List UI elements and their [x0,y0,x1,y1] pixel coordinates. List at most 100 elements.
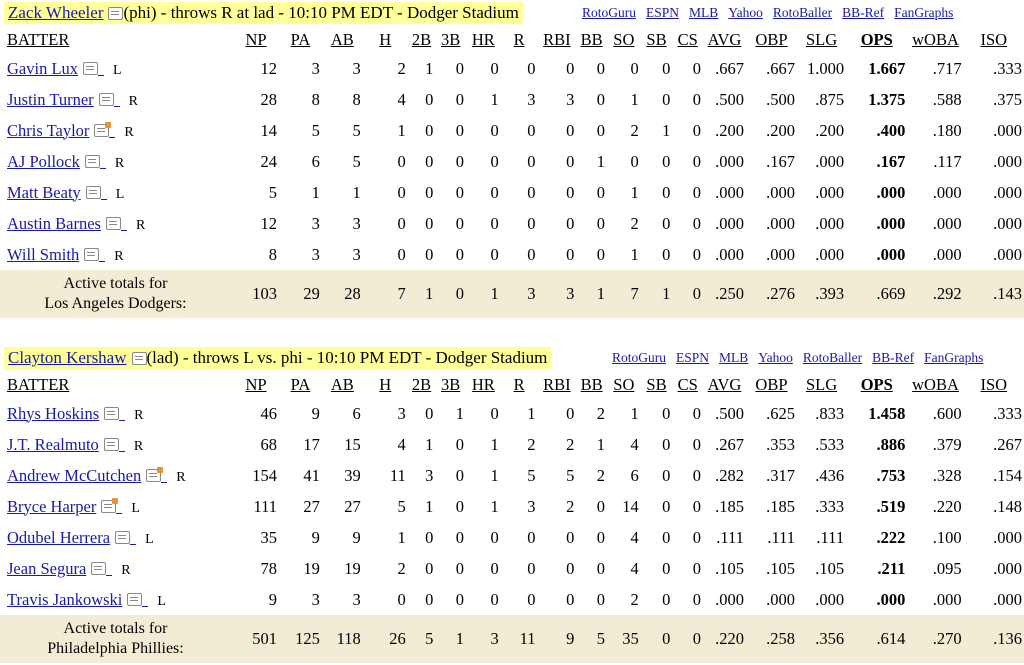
column-header-avg[interactable]: AVG [707,374,742,394]
column-header-woba[interactable]: wOBA [912,374,959,394]
stat-3b: 0 [455,558,464,578]
column-header-np[interactable]: NP [245,29,267,49]
column-header-ab[interactable]: AB [330,29,354,49]
batter-name-link[interactable]: J.T. Realmuto [7,434,99,454]
column-header-r[interactable]: R [513,374,525,394]
stat-h: 1 [397,120,406,140]
link-yahoo[interactable]: Yahoo [728,5,763,20]
total-pa: 29 [278,270,322,318]
batter-name-link[interactable]: Odubel Herrera [7,527,111,547]
link-fangraphs[interactable]: FanGraphs [894,5,954,20]
column-header-2b[interactable]: 2B [411,374,432,394]
link-mlb[interactable]: MLB [689,5,719,20]
column-header-3b[interactable]: 3B [441,374,461,394]
stat-3b: 0 [455,496,464,516]
column-header-so[interactable]: SO [613,29,635,49]
column-header-r[interactable]: R [513,29,525,49]
batter-name-link[interactable]: Gavin Lux [7,58,79,78]
notes-icon[interactable] [103,438,119,452]
notes-new-icon[interactable] [146,467,164,483]
column-header-ab[interactable]: AB [330,374,354,394]
pitcher-name-link[interactable]: Clayton Kershaw [8,348,127,367]
column-header-pa[interactable]: PA [290,29,311,49]
column-header-rbi[interactable]: RBI [543,29,571,49]
stat-bb: 0 [596,58,605,78]
link-bbref[interactable]: BB-Ref [872,350,915,365]
link-espn[interactable]: ESPN [646,5,680,20]
column-header-3b[interactable]: 3B [441,29,461,49]
pitcher-name-link[interactable]: Zack Wheeler [8,3,104,22]
link-bbref[interactable]: BB-Ref [842,5,885,20]
link-yahoo[interactable]: Yahoo [758,350,793,365]
notes-icon[interactable] [104,407,120,421]
column-header-obp[interactable]: OBP [755,374,788,394]
notes-icon[interactable] [84,155,100,169]
column-header-h[interactable]: H [379,29,392,49]
stat-ops: .222 [876,527,906,547]
notes-icon[interactable] [115,531,131,545]
column-header-hr[interactable]: HR [471,374,495,394]
stat-np: 12 [260,213,277,233]
column-header-iso[interactable]: ISO [980,374,1008,394]
batter-name-link[interactable]: Bryce Harper [7,496,97,516]
column-header-slg[interactable]: SLG [805,374,838,394]
notes-icon[interactable] [84,248,100,262]
notes-icon[interactable] [85,186,101,200]
notes-icon[interactable] [131,351,147,365]
column-header-2b[interactable]: 2B [411,29,432,49]
batter-name-link[interactable]: Andrew McCutchen [7,465,142,485]
column-header-avg[interactable]: AVG [707,29,742,49]
column-header-hr[interactable]: HR [471,29,495,49]
column-header-batter[interactable]: BATTER [7,374,70,394]
column-header-slg[interactable]: SLG [805,29,838,49]
notes-icon[interactable] [83,62,99,76]
column-header-so[interactable]: SO [613,374,635,394]
link-mlb[interactable]: MLB [719,350,749,365]
batter-name-link[interactable]: Rhys Hoskins [7,403,100,423]
notes-new-icon[interactable] [94,122,112,138]
column-header-cs[interactable]: CS [677,374,698,394]
column-header-h[interactable]: H [379,374,392,394]
batter-name-link[interactable]: Chris Taylor [7,120,90,140]
batter-name-link[interactable]: Justin Turner [7,89,94,109]
column-header-iso[interactable]: ISO [980,29,1008,49]
column-header-ops[interactable]: OPS [860,29,893,49]
column-header-obp[interactable]: OBP [755,29,788,49]
link-fangraphs[interactable]: FanGraphs [924,350,984,365]
notes-icon[interactable] [127,593,143,607]
batter-name-link[interactable]: Jean Segura [7,558,87,578]
column-header-bb[interactable]: BB [580,29,603,49]
column-header-woba[interactable]: wOBA [912,29,959,49]
column-header-cs[interactable]: CS [677,29,698,49]
link-rotoguru[interactable]: RotoGuru [582,5,636,20]
link-rotoballer[interactable]: RotoBaller [802,350,863,365]
column-header-sb[interactable]: SB [646,374,667,394]
notes-icon[interactable] [98,93,114,107]
batter-name-link[interactable]: Austin Barnes [7,213,101,233]
batter-name-link[interactable]: Matt Beaty [7,182,81,202]
column-header-sb[interactable]: SB [646,29,667,49]
batter-name-link[interactable]: Travis Jankowski [7,589,123,609]
column-header-pa[interactable]: PA [290,374,311,394]
batter-name-link[interactable]: Will Smith [7,244,80,264]
notes-new-icon[interactable] [101,498,119,514]
column-header-np[interactable]: NP [245,374,267,394]
notes-icon[interactable] [108,6,124,20]
total-sb: 0 [640,615,673,663]
link-rotoballer[interactable]: RotoBaller [772,5,833,20]
notes-icon[interactable] [91,562,107,576]
link-rotoguru[interactable]: RotoGuru [612,350,666,365]
totals-label: Active totals for Los Angeles Dodgers: [0,270,233,318]
stat-cs: 0 [692,558,702,578]
column-header-rbi[interactable]: RBI [543,374,571,394]
stat-sb: 0 [662,89,671,109]
table-row: Chris Taylor R 14 5 5 1 0 0 0 0 0 0 2 1 0.200.200.200.… [0,115,1024,146]
batter-name-link[interactable]: AJ Pollock [7,151,80,171]
notes-icon[interactable] [105,217,121,231]
link-espn[interactable]: ESPN [676,350,710,365]
stat-obp: .000 [766,589,796,609]
total-rbi: 9 [537,615,577,663]
column-header-bb[interactable]: BB [580,374,603,394]
column-header-ops[interactable]: OPS [860,374,893,394]
column-header-batter[interactable]: BATTER [7,29,70,49]
